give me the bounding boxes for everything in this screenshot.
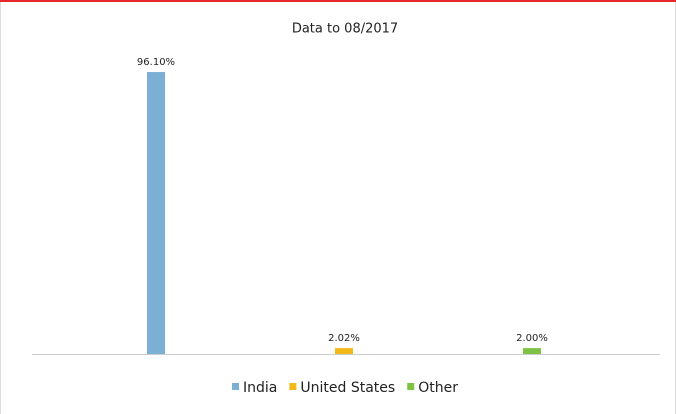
legend-label: Other xyxy=(418,380,458,396)
legend-label: India xyxy=(243,380,277,396)
data-label: 2.02% xyxy=(328,333,360,344)
legend-swatch xyxy=(289,383,297,390)
bar xyxy=(147,72,165,354)
bar xyxy=(523,348,541,354)
legend-swatch xyxy=(407,383,415,390)
data-label: 2.00% xyxy=(516,333,548,344)
legend-label: United States xyxy=(300,380,395,396)
legend-swatch xyxy=(232,383,240,390)
data-label: 96.10% xyxy=(137,57,175,68)
chart-title: Data to 08/2017 xyxy=(292,22,398,37)
bar xyxy=(335,348,353,354)
